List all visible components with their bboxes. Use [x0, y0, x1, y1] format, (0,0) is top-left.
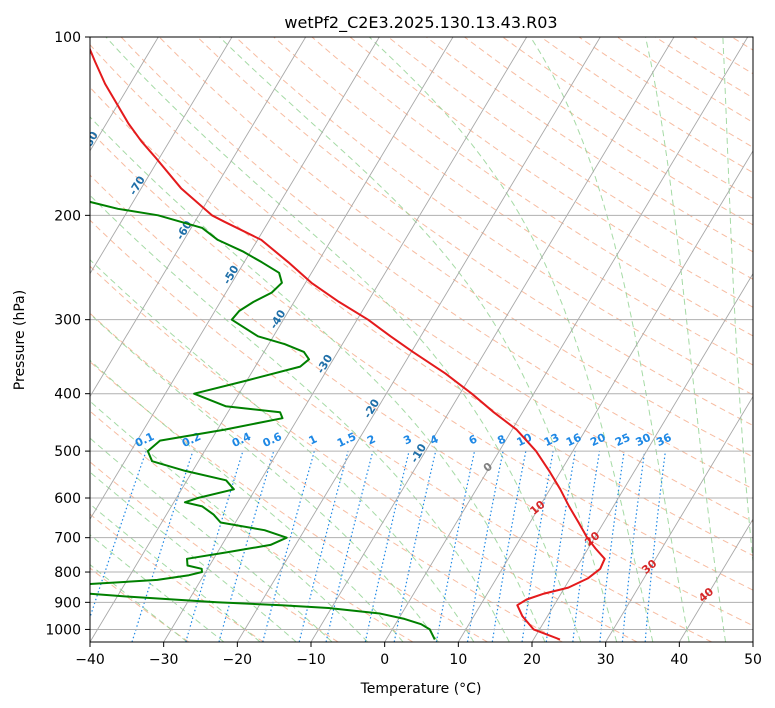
plot-area: -100-90-80-70-60-50-40-30-20-100.10.20.4… — [80, 37, 753, 642]
y-tick-label: 400 — [54, 387, 81, 403]
moist-adiabat-line — [90, 400, 368, 642]
dry-adiabat-line — [158, 37, 753, 458]
moist-adiabat-line — [722, 37, 753, 567]
mixing-ratio-label: 25 — [613, 431, 632, 449]
y-tick-label: 1000 — [45, 622, 81, 638]
isotherm-line — [384, 37, 749, 642]
dry-adiabat-line — [90, 360, 488, 642]
y-axis-label: Pressure (hPa) — [12, 290, 28, 390]
isotherm-line — [163, 37, 528, 642]
isotherm-line — [605, 395, 753, 642]
mixing-ratio-label: 20 — [588, 431, 608, 449]
dry-adiabat-line — [90, 130, 753, 591]
y-tick-label: 900 — [54, 595, 81, 611]
mixing-ratio-line — [325, 450, 374, 642]
dry-adiabat-line — [311, 37, 753, 337]
moist-adiabat-line — [90, 313, 439, 642]
dry-adiabat-line — [273, 37, 753, 366]
y-axis-ticks: 100 200 300 400 500 600 700 800 900 1000 — [45, 30, 90, 638]
y-tick-label: 600 — [54, 491, 81, 507]
mixing-ratio-line — [599, 451, 625, 642]
x-tick-label: 50 — [744, 652, 762, 668]
x-tick-label: −40 — [75, 652, 105, 668]
mixing-ratio-label: 16 — [564, 431, 584, 449]
x-tick-label: −20 — [223, 652, 253, 668]
mixing-ratio-label: 13 — [542, 431, 561, 449]
x-tick-label: 40 — [670, 652, 688, 668]
mixing-ratio-line — [491, 450, 527, 642]
isotherm-line — [678, 518, 753, 642]
isotherm-line — [457, 149, 753, 642]
dry-adiabat-line — [349, 37, 753, 308]
mixing-ratio-line — [131, 450, 194, 642]
dry-adiabat-line — [90, 410, 414, 642]
isotherm-line — [310, 37, 675, 642]
x-tick-label: 30 — [597, 652, 615, 668]
dry-adiabat-line — [120, 37, 753, 490]
isotherm-label: -80 — [80, 129, 102, 153]
mixing-ratio-line — [298, 450, 349, 642]
mixing-ratio-line — [185, 450, 244, 642]
isotherm-line — [236, 37, 601, 642]
moist-adiabat-line — [90, 116, 546, 642]
dry-adiabat-line — [90, 513, 264, 642]
mixing-ratio-line — [466, 450, 504, 642]
x-tick-label: −30 — [149, 652, 179, 668]
mixing-ratio-label: 30 — [634, 431, 654, 449]
dry-adiabat-line — [197, 37, 753, 427]
plot-frame — [89, 36, 754, 643]
x-tick-label: 0 — [380, 652, 389, 668]
x-tick-label: 10 — [449, 652, 467, 668]
dry-adiabats — [90, 37, 753, 642]
mixing-ratio-line — [90, 450, 147, 620]
dry-adiabat-line — [235, 37, 753, 396]
y-tick-label: 800 — [54, 565, 81, 581]
mixing-ratio-line — [572, 451, 601, 642]
moist-adiabat-line — [90, 194, 510, 642]
dry-adiabat-line — [90, 265, 638, 642]
mixing-ratio-lines — [90, 450, 666, 642]
moist-adiabat-line — [90, 437, 333, 642]
isotherm-line — [90, 37, 307, 398]
moist-adiabat-line — [105, 37, 582, 642]
temperature-line — [90, 47, 606, 641]
mixing-ratio-line — [218, 450, 275, 642]
mixing-ratio-label: 36 — [654, 431, 674, 449]
moist-adiabat-line — [530, 37, 690, 642]
mixing-ratio-line — [521, 450, 554, 642]
mixing-ratio-line — [364, 450, 410, 642]
chart-title: wetPf2_C2E3.2025.130.13.43.R03 — [284, 13, 557, 33]
dry-adiabat-line — [90, 174, 753, 627]
isotherm-line — [531, 272, 753, 642]
dry-adiabat-line — [90, 86, 753, 557]
profile-series — [90, 47, 606, 641]
y-tick-label: 100 — [54, 30, 81, 46]
moist-adiabat-line — [90, 359, 404, 642]
y-tick-label: 300 — [54, 313, 81, 329]
y-tick-label: 700 — [54, 531, 81, 547]
moist-adiabat-line — [90, 471, 297, 642]
dry-adiabat-line — [90, 44, 753, 523]
dry-adiabat-line — [90, 219, 712, 642]
moist-adiabats — [90, 37, 753, 642]
x-tick-label: −10 — [296, 652, 326, 668]
moist-adiabat-line — [90, 259, 475, 642]
dewpoint-line — [90, 200, 436, 640]
isotherm-line — [90, 37, 233, 275]
x-axis-ticks: −40 −30 −20 −10 0 10 20 30 40 50 — [75, 642, 762, 668]
mixing-ratio-line — [621, 451, 646, 642]
x-tick-label: 20 — [523, 652, 541, 668]
moist-adiabat-line — [368, 37, 654, 642]
mixing-ratio-line — [435, 450, 476, 642]
moist-adiabat-line — [645, 37, 726, 642]
mixing-ratio-line — [393, 450, 437, 642]
mixing-ratio-line — [262, 450, 315, 642]
y-tick-label: 200 — [54, 208, 81, 224]
y-tick-label: 500 — [54, 444, 81, 460]
x-axis-label: Temperature (°C) — [360, 681, 482, 697]
isotherm-line — [90, 37, 380, 521]
isotherm-line — [90, 37, 159, 152]
